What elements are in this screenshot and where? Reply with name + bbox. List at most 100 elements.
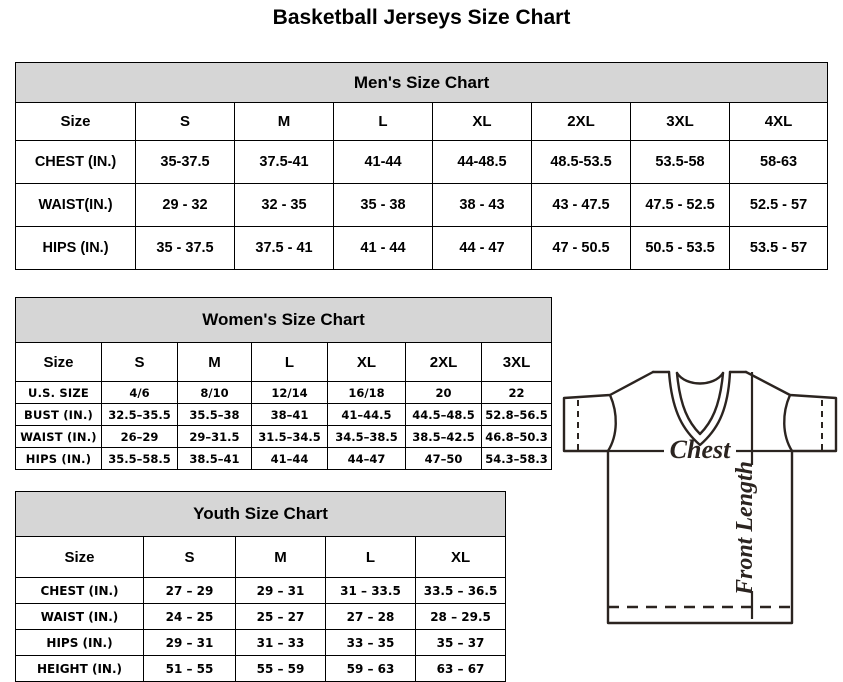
mens-hips-xl: 44 - 47 xyxy=(432,226,532,270)
womens-col-header-xl: XL xyxy=(327,342,406,382)
youth-row-label-chest: CHEST (IN.) xyxy=(15,577,144,604)
mens-waist-s: 29 - 32 xyxy=(135,183,235,227)
womens-waist-3xl: 46.8–50.3 xyxy=(480,425,553,448)
womens-col-header-l: L xyxy=(251,342,328,382)
womens-hips-s: 35.5–58.5 xyxy=(101,447,178,470)
womens-hips-xl: 44–47 xyxy=(327,447,406,470)
mens-waist-l: 35 - 38 xyxy=(333,183,433,227)
table-row: WAIST (IN.) 24 – 25 25 – 27 27 – 28 28 –… xyxy=(15,603,507,630)
mens-row-label-waist: WAIST(IN.) xyxy=(15,183,136,227)
womens-row-label-bust: BUST (IN.) xyxy=(15,403,102,426)
mens-waist-4xl: 52.5 - 57 xyxy=(728,183,829,227)
mens-hips-m: 37.5 - 41 xyxy=(234,226,334,270)
womens-bust-xl: 41–44.5 xyxy=(327,403,406,426)
youth-chest-m: 29 – 31 xyxy=(235,577,326,604)
youth-row-label-hips: HIPS (IN.) xyxy=(15,629,144,656)
mens-chest-4xl: 58-63 xyxy=(728,140,829,184)
womens-column-header-row: Size S M L XL 2XL 3XL xyxy=(15,342,553,382)
youth-height-m: 55 – 59 xyxy=(235,655,326,682)
table-row: CHEST (IN.) 35-37.5 37.5-41 41-44 44-48.… xyxy=(15,140,829,184)
youth-height-s: 51 – 55 xyxy=(143,655,236,682)
mens-hips-s: 35 - 37.5 xyxy=(135,226,235,270)
chest-measure-label: Chest xyxy=(670,435,731,464)
front-length-measure-label: Front Length xyxy=(732,461,758,596)
youth-hips-l: 33 – 35 xyxy=(325,629,416,656)
youth-col-header-xl: XL xyxy=(414,536,507,578)
table-row: HIPS (IN.) 35.5–58.5 38.5–41 41–44 44–47… xyxy=(15,447,553,470)
table-row: U.S. SIZE 4/6 8/10 12/14 16/18 20 22 xyxy=(15,381,553,404)
table-row: HIPS (IN.) 35 - 37.5 37.5 - 41 41 - 44 4… xyxy=(15,226,829,270)
womens-bust-m: 35.5–38 xyxy=(177,403,252,426)
mens-hips-3xl: 50.5 - 53.5 xyxy=(630,226,730,270)
mens-row-label-chest: CHEST (IN.) xyxy=(15,140,136,184)
womens-hips-l: 41–44 xyxy=(251,447,328,470)
womens-bust-3xl: 52.8–56.5 xyxy=(480,403,553,426)
youth-col-header-s: S xyxy=(143,536,236,578)
womens-waist-2xl: 38.5–42.5 xyxy=(405,425,482,448)
womens-col-header-2xl: 2XL xyxy=(405,342,482,382)
table-row: WAIST (IN.) 26–29 29–31.5 31.5–34.5 34.5… xyxy=(15,425,553,448)
youth-row-label-height: HEIGHT (IN.) xyxy=(15,655,144,682)
jersey-outline-icon xyxy=(562,370,838,625)
youth-waist-m: 25 – 27 xyxy=(235,603,326,630)
mens-chest-l: 41-44 xyxy=(333,140,433,184)
womens-hips-3xl: 54.3–58.3 xyxy=(480,447,553,470)
womens-section-title: Women's Size Chart xyxy=(14,297,553,343)
mens-section-title: Men's Size Chart xyxy=(14,62,829,103)
mens-waist-m: 32 - 35 xyxy=(234,183,334,227)
youth-waist-xl: 28 – 29.5 xyxy=(414,603,507,630)
mens-row-label-hips: HIPS (IN.) xyxy=(15,226,136,270)
womens-col-header-m: M xyxy=(177,342,252,382)
mens-col-header-2xl: 2XL xyxy=(531,102,631,141)
youth-column-header-row: Size S M L XL xyxy=(15,536,507,578)
womens-waist-s: 26–29 xyxy=(101,425,178,448)
mens-waist-2xl: 43 - 47.5 xyxy=(531,183,631,227)
youth-waist-l: 27 – 28 xyxy=(325,603,416,630)
womens-hips-2xl: 47–50 xyxy=(405,447,482,470)
youth-col-header-l: L xyxy=(325,536,416,578)
womens-ussize-2xl: 20 xyxy=(405,381,482,404)
mens-col-header-m: M xyxy=(234,102,334,141)
youth-col-header-m: M xyxy=(235,536,326,578)
mens-col-header-size: Size xyxy=(15,102,136,141)
mens-hips-2xl: 47 - 50.5 xyxy=(531,226,631,270)
mens-section-header-row: Men's Size Chart xyxy=(14,62,829,103)
youth-hips-m: 31 – 33 xyxy=(235,629,326,656)
table-row: BUST (IN.) 32.5–35.5 35.5–38 38–41 41–44… xyxy=(15,403,553,426)
womens-ussize-3xl: 22 xyxy=(480,381,553,404)
youth-section-title: Youth Size Chart xyxy=(14,491,507,537)
mens-waist-3xl: 47.5 - 52.5 xyxy=(630,183,730,227)
youth-section-header-row: Youth Size Chart xyxy=(14,491,507,537)
womens-section-header-row: Women's Size Chart xyxy=(14,297,553,343)
mens-waist-xl: 38 - 43 xyxy=(432,183,532,227)
womens-waist-xl: 34.5–38.5 xyxy=(327,425,406,448)
womens-waist-m: 29–31.5 xyxy=(177,425,252,448)
womens-size-chart-table: Women's Size Chart Size S M L XL 2XL 3XL… xyxy=(14,297,553,470)
womens-hips-m: 38.5–41 xyxy=(177,447,252,470)
youth-waist-s: 24 – 25 xyxy=(143,603,236,630)
page-title: Basketball Jerseys Size Chart xyxy=(272,6,571,29)
mens-size-chart-table: Men's Size Chart Size S M L XL 2XL 3XL 4… xyxy=(14,62,829,270)
jersey-measurement-diagram: Chest Front Length xyxy=(560,355,840,675)
womens-row-label-us-size: U.S. SIZE xyxy=(15,381,102,404)
mens-chest-3xl: 53.5-58 xyxy=(630,140,730,184)
mens-chest-2xl: 48.5-53.5 xyxy=(531,140,631,184)
youth-height-l: 59 – 63 xyxy=(325,655,416,682)
womens-bust-2xl: 44.5–48.5 xyxy=(405,403,482,426)
table-row: HIPS (IN.) 29 – 31 31 – 33 33 – 35 35 – … xyxy=(15,629,507,656)
sleeve-cuff-dashed-lines xyxy=(577,400,823,451)
womens-col-header-s: S xyxy=(101,342,178,382)
womens-waist-l: 31.5–34.5 xyxy=(251,425,328,448)
mens-chest-m: 37.5-41 xyxy=(234,140,334,184)
youth-chest-s: 27 – 29 xyxy=(143,577,236,604)
table-row: HEIGHT (IN.) 51 – 55 55 – 59 59 – 63 63 … xyxy=(15,655,507,682)
mens-col-header-s: S xyxy=(135,102,235,141)
womens-row-label-waist: WAIST (IN.) xyxy=(15,425,102,448)
youth-row-label-waist: WAIST (IN.) xyxy=(15,603,144,630)
mens-col-header-4xl: 4XL xyxy=(728,102,829,141)
womens-ussize-l: 12/14 xyxy=(251,381,328,404)
womens-row-label-hips: HIPS (IN.) xyxy=(15,447,102,470)
youth-hips-xl: 35 – 37 xyxy=(414,629,507,656)
youth-height-xl: 63 – 67 xyxy=(414,655,507,682)
mens-hips-4xl: 53.5 - 57 xyxy=(728,226,829,270)
